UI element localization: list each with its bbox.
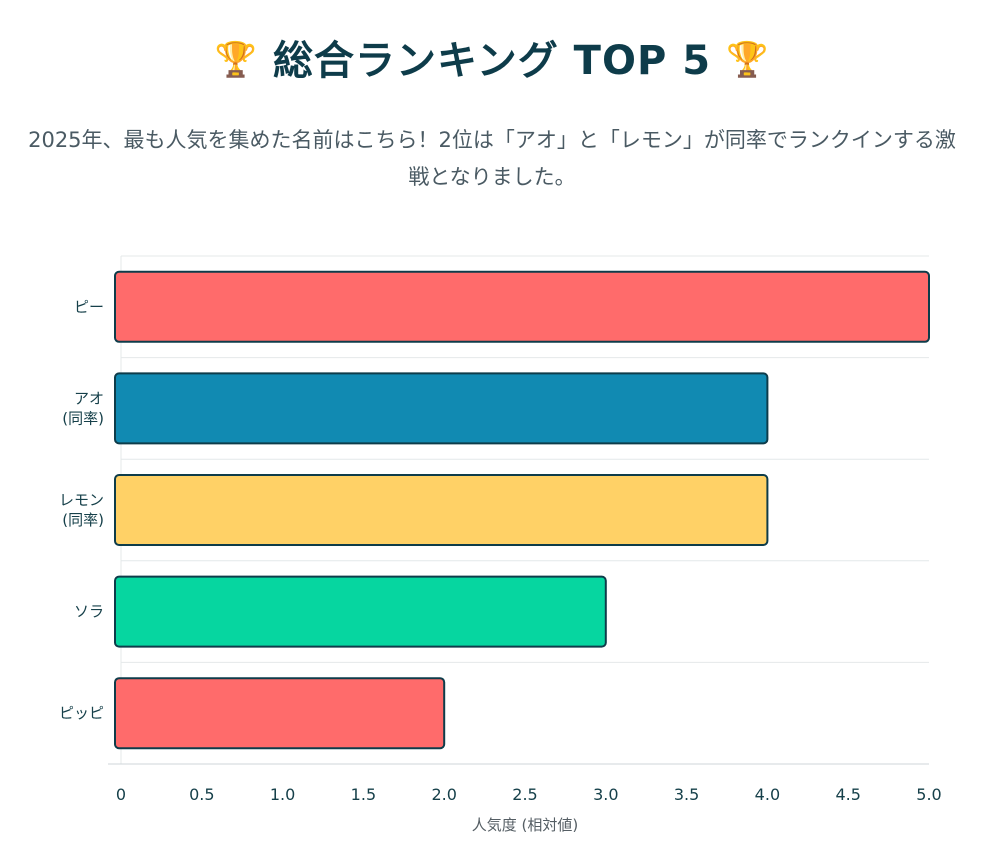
chart-title-text: 総合ランキング TOP 5 — [272, 38, 712, 84]
trophy-icon: 🏆 — [725, 40, 770, 80]
y-tick-label: ピー — [74, 298, 104, 316]
y-tick-label: ピッピ — [59, 704, 104, 722]
y-tick-label: ソラ — [74, 603, 104, 621]
x-axis-title: 人気度 (相対値) — [472, 816, 578, 834]
bar — [114, 575, 607, 648]
bar — [114, 677, 446, 750]
x-tick-label: 3.5 — [674, 785, 699, 804]
bar — [114, 372, 769, 445]
bar — [114, 474, 769, 546]
x-tick-label: 1.0 — [270, 785, 295, 804]
chart-subtitle: 2025年、最も人気を集めた名前はこちら！2位は「アオ」と「レモン」が同率でラン… — [28, 128, 956, 189]
y-tick-label: (同率) — [62, 409, 104, 427]
x-tick-label: 2.0 — [431, 785, 456, 804]
x-tick-label: 1.5 — [351, 785, 376, 804]
x-tick-label: 0 — [116, 785, 126, 804]
bar — [114, 270, 930, 343]
y-tick-label: レモン — [59, 491, 104, 509]
chart-title: 🏆 総合ランキング TOP 5 🏆 — [0, 28, 984, 86]
x-tick-label: 2.5 — [512, 785, 537, 804]
x-tick-label: 0.5 — [189, 785, 214, 804]
x-tick-label: 3.0 — [593, 785, 618, 804]
y-tick-label: アオ — [74, 389, 104, 407]
x-tick-label: 4.5 — [835, 785, 860, 804]
y-tick-label: (同率) — [62, 511, 104, 529]
trophy-icon: 🏆 — [214, 40, 259, 80]
x-tick-label: 5.0 — [916, 785, 941, 804]
x-tick-label: 4.0 — [755, 785, 780, 804]
